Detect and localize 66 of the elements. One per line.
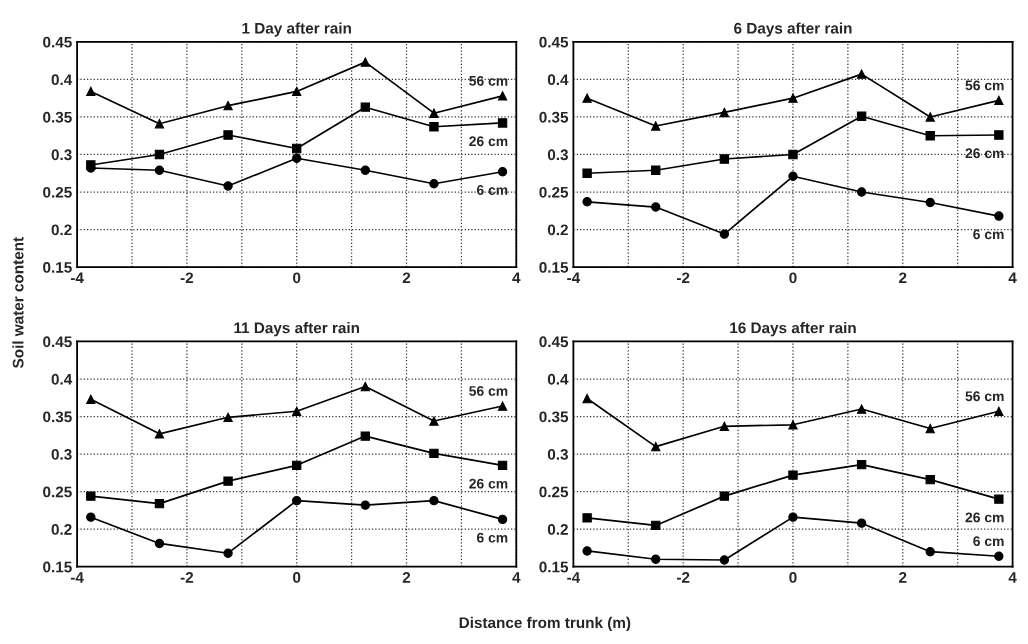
x-axis-title: Distance from trunk (m) xyxy=(459,616,631,632)
series-label: 6 cm xyxy=(476,532,508,543)
y-tick-label: 0.4 xyxy=(51,74,73,86)
chart-title: 11 Days after rain xyxy=(234,322,360,337)
chart-title: 6 Days after rain xyxy=(734,22,852,37)
series-label: 26 cm xyxy=(965,512,1004,523)
x-tick-label: -2 xyxy=(676,272,690,284)
x-tick-label: -2 xyxy=(180,272,194,284)
y-tick-label: 0.2 xyxy=(51,224,72,236)
series-label: 56 cm xyxy=(965,391,1004,402)
y-tick-label: 0.4 xyxy=(547,74,569,86)
x-tick-label: -4 xyxy=(567,272,581,284)
x-tick-label: 2 xyxy=(899,571,907,583)
x-tick-label: 2 xyxy=(899,272,907,284)
x-tick-label: 4 xyxy=(1008,272,1017,284)
series-label: 6 cm xyxy=(973,536,1004,547)
x-tick-label: 0 xyxy=(293,571,301,583)
y-tick-label: 0.45 xyxy=(539,336,569,348)
y-tick-label: 0.35 xyxy=(539,411,569,423)
y-tick-label: 0.3 xyxy=(547,149,568,161)
x-tick-label: -4 xyxy=(70,572,84,583)
y-tick-label: 0.4 xyxy=(51,373,73,385)
x-tick-label: 0 xyxy=(789,571,797,583)
y-tick-label: 0.15 xyxy=(539,261,569,273)
x-tick-label: -4 xyxy=(567,572,581,583)
x-tick-label: 2 xyxy=(402,571,411,583)
series-label: 56 cm xyxy=(469,75,508,86)
y-tick-label: 0.4 xyxy=(547,373,569,385)
y-tick-label: 0.25 xyxy=(539,186,569,198)
y-tick-label: 0.2 xyxy=(547,524,568,535)
y-tick-label: 0.15 xyxy=(43,561,72,573)
y-tick-label: 0.35 xyxy=(43,111,72,123)
y-tick-label: 0.35 xyxy=(539,111,569,123)
y-tick-label: 0.25 xyxy=(43,486,72,498)
x-tick-label: 0 xyxy=(293,272,301,284)
series-label: 56 cm xyxy=(965,80,1004,91)
chart-title: 16 Days after rain xyxy=(730,322,856,337)
x-tick-label: 0 xyxy=(789,272,797,284)
x-tick-label: 4 xyxy=(1008,572,1017,583)
y-tick-label: 0.15 xyxy=(539,561,569,573)
y-tick-label: 0.25 xyxy=(43,186,72,198)
series-label: 6 cm xyxy=(973,229,1004,240)
series-label: 26 cm xyxy=(469,136,508,147)
y-tick-label: 0.15 xyxy=(43,261,72,273)
y-axis-title: Soil water content xyxy=(12,237,24,369)
y-tick-label: 0.35 xyxy=(43,411,72,423)
series-label: 26 cm xyxy=(965,148,1004,159)
series-label: 26 cm xyxy=(469,478,508,489)
x-tick-label: -4 xyxy=(70,272,84,284)
x-tick-label: 4 xyxy=(512,272,521,284)
y-tick-label: 0.2 xyxy=(51,524,72,535)
y-tick-label: 0.25 xyxy=(539,486,569,498)
y-tick-label: 0.45 xyxy=(539,36,569,48)
x-tick-label: 2 xyxy=(402,272,411,284)
y-tick-label: 0.3 xyxy=(51,149,72,161)
x-tick-label: -2 xyxy=(180,571,194,583)
y-tick-label: 0.2 xyxy=(547,224,568,236)
y-tick-label: 0.45 xyxy=(43,36,72,48)
y-tick-label: 0.45 xyxy=(43,336,72,348)
series-label: 6 cm xyxy=(476,185,508,195)
x-tick-label: -2 xyxy=(676,571,690,583)
chart-title: 1 Day after rain xyxy=(242,22,351,37)
x-tick-label: 4 xyxy=(512,572,521,583)
y-tick-label: 0.3 xyxy=(51,448,72,460)
y-tick-label: 0.3 xyxy=(547,448,568,460)
series-label: 56 cm xyxy=(469,386,508,396)
